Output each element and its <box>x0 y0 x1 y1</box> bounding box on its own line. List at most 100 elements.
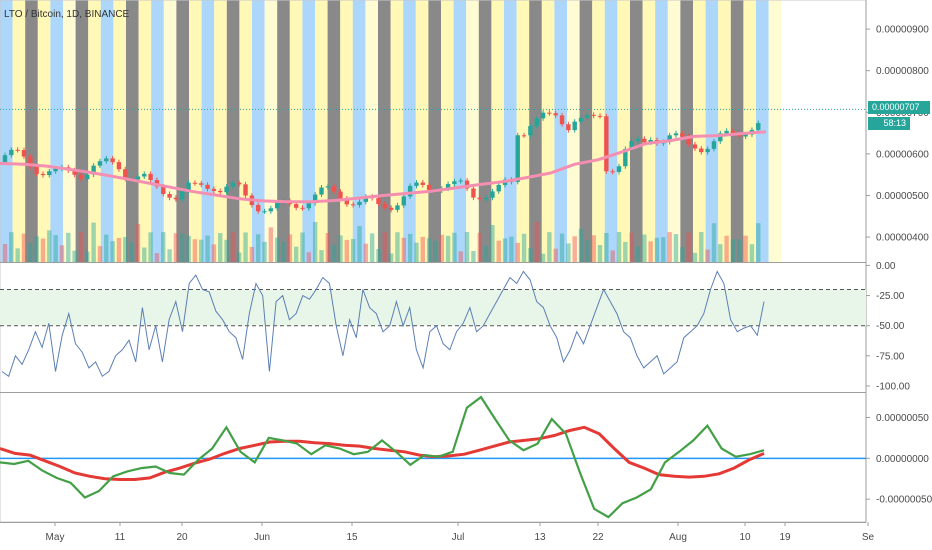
candle-body <box>306 203 312 209</box>
candle-body <box>161 186 166 194</box>
background-band <box>25 0 38 262</box>
volume-bar <box>464 232 470 262</box>
candle-body <box>110 158 115 163</box>
candle-body <box>483 197 489 200</box>
volume-bar <box>692 252 698 262</box>
volume-bar <box>78 232 84 262</box>
volume-bar <box>306 252 312 262</box>
volume-bar <box>363 243 369 262</box>
background-band <box>340 0 353 262</box>
volume-bar <box>116 237 122 262</box>
volume-bar <box>477 232 482 262</box>
volume-bar <box>312 222 318 262</box>
candle-body <box>47 171 52 176</box>
price-tick-label: 0.00000400 <box>876 233 929 244</box>
volume-bar <box>47 230 52 262</box>
candle-body <box>331 186 337 192</box>
background-band <box>302 0 315 262</box>
candle-body <box>730 130 736 134</box>
background-band <box>642 0 656 262</box>
volume-bar <box>211 244 217 262</box>
volume-bar <box>123 236 128 262</box>
candle-body <box>496 184 501 192</box>
background-band <box>63 0 76 262</box>
candle-body <box>2 155 8 163</box>
candle-body <box>224 186 229 193</box>
candle-body <box>597 115 603 117</box>
volume-bar <box>585 240 590 262</box>
candle-body <box>407 185 413 197</box>
volume-bar <box>274 237 280 262</box>
date-tick-label: 11 <box>115 532 126 543</box>
volume-bar <box>445 235 451 262</box>
background-band <box>264 0 278 262</box>
candle-body <box>91 165 96 175</box>
candle-body <box>243 184 248 196</box>
background-band <box>730 0 744 262</box>
volume-bar <box>300 232 305 262</box>
volume-bar <box>167 249 172 262</box>
volume-bar <box>471 251 476 262</box>
date-tick-label: 20 <box>176 532 188 543</box>
background-band <box>705 0 719 262</box>
volume-bar <box>699 232 704 262</box>
background-band <box>252 0 265 262</box>
rsi-tick-label: -100.00 <box>876 381 910 392</box>
candle-body <box>218 190 223 193</box>
volume-bar <box>338 235 343 262</box>
volume-bar <box>350 239 356 262</box>
candle-body <box>53 168 58 172</box>
volume-bar <box>458 251 463 262</box>
volume-bar <box>66 232 71 262</box>
volume-bar <box>534 222 539 262</box>
volume-bar <box>142 247 147 262</box>
candle-body <box>293 204 299 208</box>
background-band <box>567 0 580 262</box>
candle-body <box>566 124 571 131</box>
price-tick-label: 0.00000800 <box>876 66 929 77</box>
candle-body <box>319 187 324 195</box>
date-tick-label: 19 <box>779 532 791 543</box>
background-band <box>100 0 114 262</box>
volume-bar <box>180 233 185 262</box>
candle-body <box>123 169 128 179</box>
candle-body <box>192 182 198 184</box>
background-band <box>138 0 152 262</box>
candle-body <box>262 211 267 213</box>
volume-bar <box>97 246 103 262</box>
volume-bar <box>502 238 508 262</box>
candle-body <box>426 184 432 190</box>
background-band <box>37 0 51 262</box>
candle-body <box>344 198 350 205</box>
background-band <box>604 0 618 262</box>
candle-body <box>553 113 558 116</box>
volume-bar <box>376 248 381 262</box>
volume-bar <box>135 223 141 262</box>
volume-bars <box>2 222 761 262</box>
rsi-band <box>0 289 866 326</box>
moving-average <box>0 108 866 204</box>
volume-bar <box>667 232 672 262</box>
candle-body <box>686 136 691 145</box>
candle-body <box>623 148 628 167</box>
candle-body <box>540 112 546 119</box>
candle-body <box>452 181 457 185</box>
candle-body <box>559 115 565 125</box>
volume-bar <box>553 248 558 262</box>
volume-bar <box>528 248 533 262</box>
volume-bar <box>711 223 717 262</box>
candle-body <box>547 112 552 114</box>
background-band <box>214 0 227 262</box>
volume-bar <box>743 235 748 262</box>
volume-bar <box>439 234 444 262</box>
volume-bar <box>654 237 660 262</box>
volume-bar <box>91 222 96 262</box>
candle-body <box>363 196 369 202</box>
background-band <box>680 0 693 262</box>
volume-bar <box>2 244 8 262</box>
volume-bar <box>293 246 299 262</box>
candle-body <box>635 138 641 142</box>
volume-bar <box>395 232 400 262</box>
candle-body <box>350 204 356 206</box>
volume-bar <box>483 245 489 262</box>
